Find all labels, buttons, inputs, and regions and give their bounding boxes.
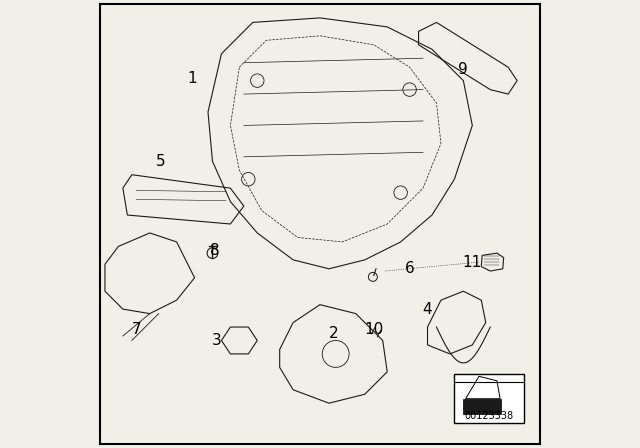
Text: 00123338: 00123338 [465,411,514,421]
Text: 5: 5 [156,154,166,169]
Text: 1: 1 [188,71,197,86]
Text: 9: 9 [458,62,468,77]
Text: 6: 6 [404,261,415,276]
Text: 3: 3 [212,333,222,348]
Text: 11: 11 [463,254,482,270]
Bar [463,399,502,414]
FancyBboxPatch shape [454,374,524,423]
Text: 7: 7 [131,322,141,337]
Text: 8: 8 [210,243,220,258]
Text: 4: 4 [422,302,433,317]
Text: 2: 2 [328,326,339,341]
Text: 10: 10 [364,322,383,337]
